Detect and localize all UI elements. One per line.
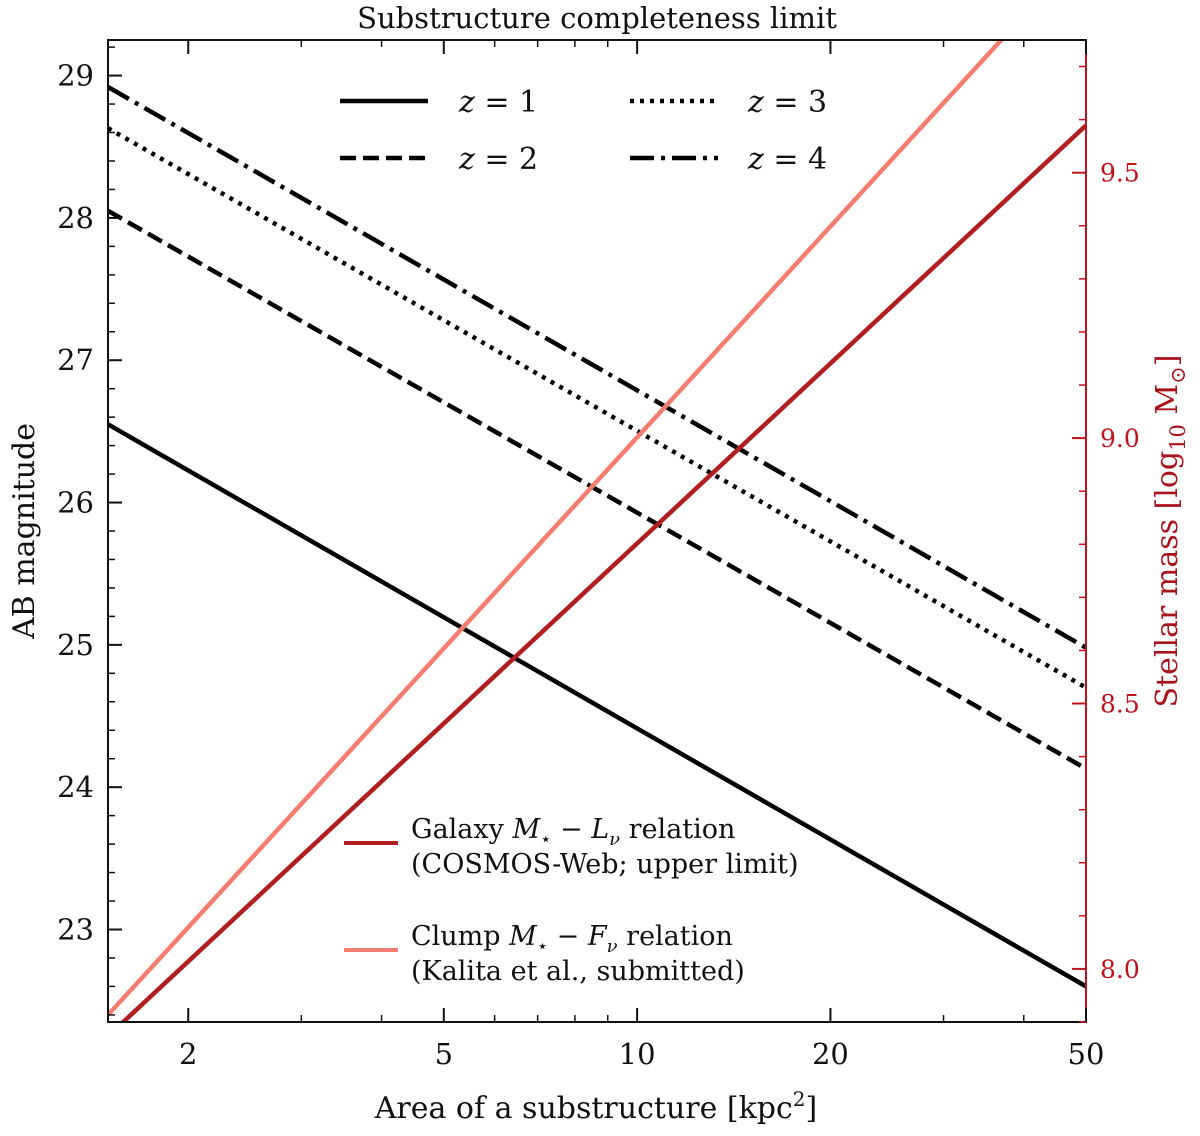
x-tick-label: 2 [179, 1037, 197, 1071]
x-tick-label: 50 [1068, 1037, 1105, 1071]
series-line-1 [108, 208, 1086, 771]
y-axis-title: AB magnitude [7, 423, 42, 640]
series-line-3 [108, 85, 1086, 650]
y-tick-label: 25 [57, 628, 94, 662]
y-tick-label: 29 [57, 59, 94, 93]
legend-top: z = 1 z = 2 z = 3 z = 4 [340, 85, 827, 177]
y2-tick-label: 9.5 [1100, 159, 1140, 188]
y-tick-label: 24 [57, 770, 94, 804]
series-layer [108, 40, 1086, 1022]
y2-tick-label: 9.0 [1100, 424, 1140, 453]
y-tick-label: 27 [57, 343, 94, 377]
x-axis-title: Area of a substructure [kpc2] [374, 1087, 818, 1126]
legend-label-galaxy-line2: (COSMOS-Web; upper limit) [411, 849, 799, 880]
series-line-4 [119, 123, 1086, 1022]
legend-label-z3: z = 3 [747, 85, 827, 120]
legend-label-z4: z = 4 [747, 142, 827, 177]
x-tick-label: 5 [435, 1037, 453, 1071]
y2-tick-label: 8.5 [1100, 690, 1140, 719]
x-tick-label: 20 [812, 1037, 849, 1071]
y-tick-label: 26 [57, 486, 94, 520]
legend-label-z1: z = 1 [458, 85, 538, 120]
legend-label-galaxy-line1: Galaxy M⋆ − Lν relation [411, 814, 735, 850]
y2-axis-title: Stellar mass [log10 M⊙] [1150, 355, 1190, 708]
legend-label-clump-line1: Clump M⋆ − Fν relation [411, 921, 733, 957]
y-tick-label: 28 [57, 201, 94, 235]
x-tick-label: 10 [619, 1037, 656, 1071]
y-tick-label: 23 [57, 912, 94, 946]
series-line-0 [108, 422, 1086, 989]
series-line-5 [108, 40, 1005, 1017]
legend-label-z2: z = 2 [458, 142, 538, 177]
y2-tick-label: 8.0 [1100, 955, 1140, 984]
chart-title: Substructure completeness limit [357, 1, 837, 35]
legend-bottom: Galaxy M⋆ − Lν relation (COSMOS-Web; upp… [344, 814, 799, 987]
legend-label-clump-line2: (Kalita et al., submitted) [411, 956, 745, 987]
series-line-2 [108, 126, 1086, 690]
